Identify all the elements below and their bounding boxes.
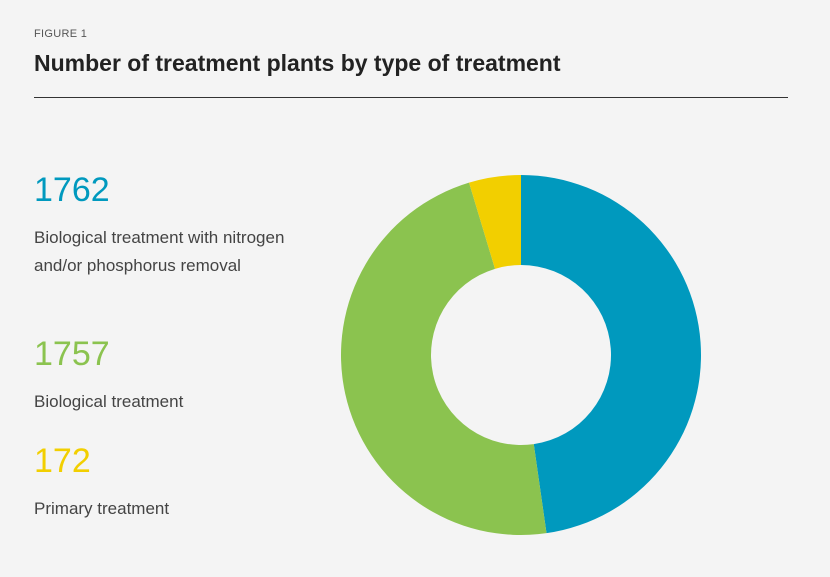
legend-item-primary: 172 Primary treatment <box>34 439 294 523</box>
legend-label-biological: Biological treatment <box>34 392 184 411</box>
legend-value-primary: 172 <box>34 442 91 480</box>
donut-chart <box>341 175 702 536</box>
legend-value-nutrient-removal: 1762 <box>34 171 110 209</box>
slice-nutrient-removal <box>521 175 702 534</box>
chart-title: Number of treatment plants by type of tr… <box>34 50 561 76</box>
legend-item-biological: 1757 Biological treatment <box>34 332 294 416</box>
slice-primary <box>469 175 521 269</box>
legend-label-primary: Primary treatment <box>34 499 170 518</box>
legend-value-biological: 1757 <box>34 335 110 373</box>
title-divider <box>34 97 788 98</box>
legend-item-nutrient-removal: 1762 Biological treatment with nitrogen … <box>34 168 294 280</box>
legend-label-nutrient-removal: Biological treatment with nitrogen and/o… <box>34 228 285 275</box>
slice-biological <box>341 182 547 536</box>
figure-eyebrow: FIGURE 1 <box>34 28 88 40</box>
